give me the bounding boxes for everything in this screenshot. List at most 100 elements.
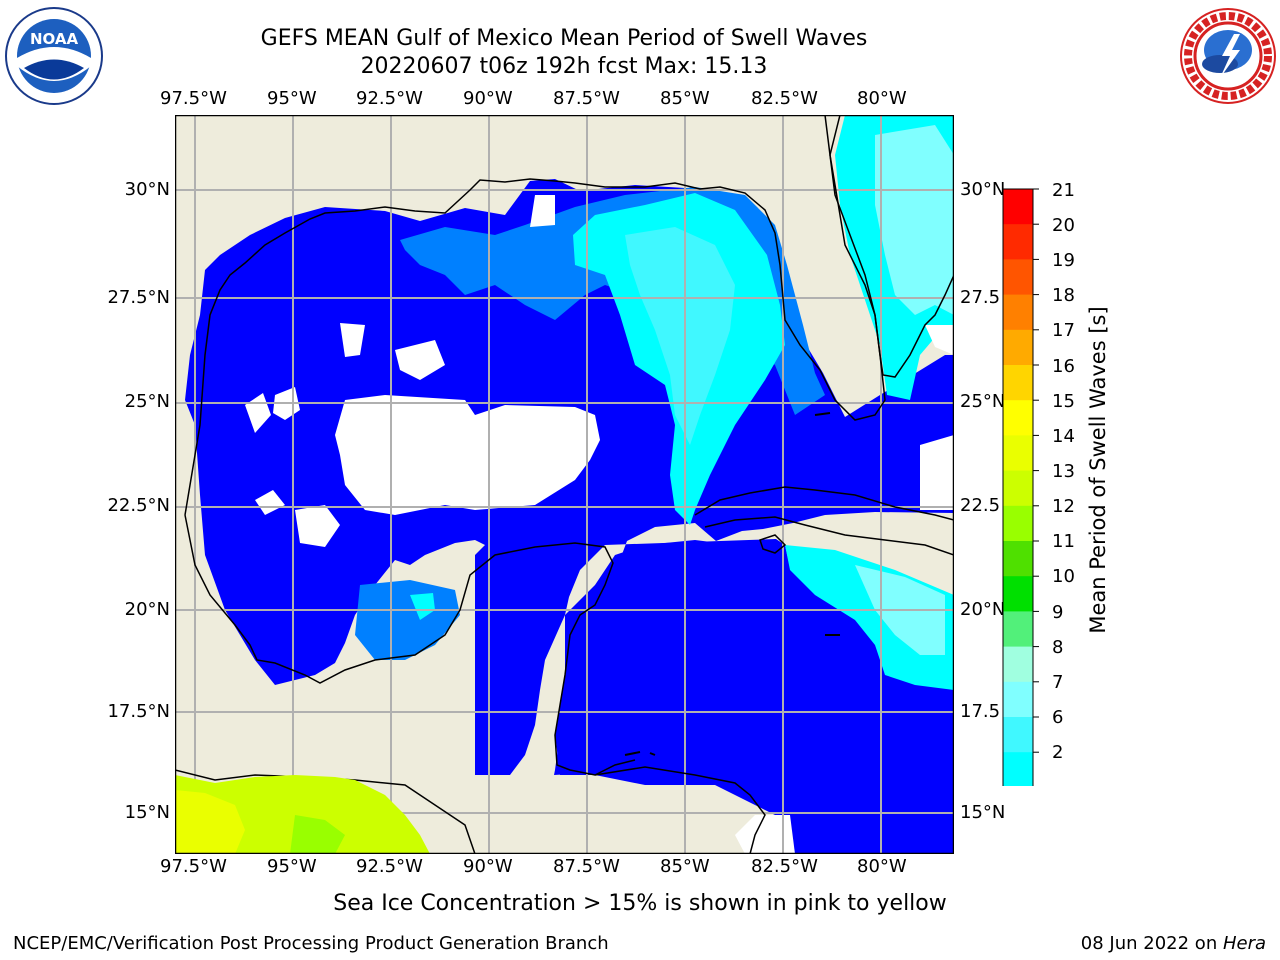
lat-label-left: 25°N bbox=[124, 391, 170, 412]
colorbar-tick: 8 bbox=[1052, 637, 1064, 658]
nws-logo bbox=[1178, 6, 1278, 110]
coastline-florida bbox=[824, 115, 954, 378]
lat-label-right: 27.5 bbox=[960, 287, 1001, 308]
chart-title: GEFS MEAN Gulf of Mexico Mean Period of … bbox=[260, 26, 868, 51]
coastline-yucatan-islands bbox=[624, 412, 840, 756]
lon-label-top: 90°W bbox=[463, 88, 513, 109]
calm-area bbox=[295, 505, 340, 547]
lon-label-top: 80°W bbox=[857, 88, 907, 109]
lon-label-bottom: 90°W bbox=[463, 856, 513, 877]
colorbar-segment bbox=[1003, 365, 1033, 401]
map-canvas bbox=[175, 115, 954, 854]
colorbar-tick: 11 bbox=[1052, 531, 1075, 552]
colorbar-tick: 7 bbox=[1052, 672, 1064, 693]
lon-label-top: 82.5°W bbox=[751, 88, 818, 109]
colorbar-segment bbox=[1003, 646, 1033, 683]
colorbar-segment bbox=[1003, 294, 1033, 331]
colorbar-segment bbox=[1003, 611, 1033, 648]
colorbar-tick: 10 bbox=[1052, 566, 1075, 587]
colorbar-segment bbox=[1003, 329, 1033, 366]
colorbar-tick: 18 bbox=[1052, 285, 1075, 306]
lon-label-bottom: 87.5°W bbox=[553, 856, 620, 877]
colorbar-segment bbox=[1003, 400, 1033, 436]
lat-label-right: 17.5 bbox=[960, 701, 1001, 722]
pacific-swell-mid bbox=[290, 815, 345, 854]
lat-label-right: 20°N bbox=[960, 599, 1006, 620]
lat-label-right: 22.5 bbox=[960, 495, 1001, 516]
colorbar-segment bbox=[1003, 505, 1033, 542]
colorbar-tick: 13 bbox=[1052, 461, 1075, 482]
colorbar-segment bbox=[1003, 259, 1033, 296]
atlantic-swell-inner bbox=[875, 125, 954, 315]
footer-credit: NCEP/EMC/Verification Post Processing Pr… bbox=[13, 933, 609, 954]
calm-area bbox=[735, 815, 795, 854]
colorbar-segment bbox=[1003, 470, 1033, 507]
lon-label-top: 92.5°W bbox=[356, 88, 423, 109]
lon-label-bottom: 85°W bbox=[660, 856, 710, 877]
lat-label-left: 22.5°N bbox=[107, 495, 170, 516]
calm-area bbox=[925, 325, 954, 355]
campeche-swell-inner bbox=[410, 593, 435, 620]
calm-area bbox=[395, 340, 445, 380]
colorbar-segment bbox=[1003, 541, 1033, 577]
colorbar-segment bbox=[1003, 576, 1033, 612]
lon-label-bottom: 82.5°W bbox=[751, 856, 818, 877]
colorbar-tick: 19 bbox=[1052, 250, 1075, 271]
colorbar-tick: 6 bbox=[1052, 707, 1064, 728]
colorbar-tick: 17 bbox=[1052, 320, 1075, 341]
coastline-gulf bbox=[184, 115, 886, 516]
colorbar-tick: 9 bbox=[1052, 602, 1064, 623]
chart-subtitle: 20220607 t06z 192h fcst Max: 15.13 bbox=[360, 54, 768, 79]
colorbar bbox=[995, 182, 1045, 852]
map-border bbox=[175, 115, 954, 854]
map-panel bbox=[175, 115, 954, 854]
map-grid bbox=[175, 115, 954, 854]
coastline-mexico bbox=[184, 514, 636, 776]
lon-label-bottom: 95°W bbox=[267, 856, 317, 877]
lat-label-left: 15°N bbox=[124, 802, 170, 823]
lon-label-top: 97.5°W bbox=[160, 88, 227, 109]
colorbar-segment bbox=[1003, 189, 1033, 225]
lon-label-top: 85°W bbox=[660, 88, 710, 109]
coastline-cuba bbox=[694, 486, 954, 556]
calm-area bbox=[340, 323, 365, 357]
pacific-swell-higher bbox=[175, 790, 245, 854]
lat-label-right: 30°N bbox=[960, 179, 1006, 200]
lat-label-left: 17.5°N bbox=[107, 701, 170, 722]
sea-ice-note: Sea Ice Concentration > 15% is shown in … bbox=[0, 891, 1280, 916]
noaa-logo: NOAA bbox=[4, 6, 104, 110]
lat-label-right: 25°N bbox=[960, 391, 1006, 412]
footer-host: Hera bbox=[1222, 933, 1266, 954]
colorbar-tick: 2 bbox=[1052, 742, 1064, 763]
calm-area bbox=[530, 195, 555, 227]
colorbar-segment bbox=[1003, 717, 1033, 753]
lat-label-left: 27.5°N bbox=[107, 287, 170, 308]
coastline-central-america bbox=[594, 766, 766, 854]
colorbar-segment bbox=[1003, 752, 1033, 788]
calm-area bbox=[255, 490, 285, 515]
colorbar-tick: 15 bbox=[1052, 391, 1075, 412]
lon-label-bottom: 80°W bbox=[857, 856, 907, 877]
lon-label-top: 87.5°W bbox=[553, 88, 620, 109]
colorbar-tick: 12 bbox=[1052, 496, 1075, 517]
calm-area bbox=[335, 395, 600, 515]
lat-label-right: 15°N bbox=[960, 802, 1006, 823]
lon-label-bottom: 92.5°W bbox=[356, 856, 423, 877]
footer-date-text: 08 Jun 2022 on bbox=[1080, 933, 1223, 954]
colorbar-tick: 14 bbox=[1052, 426, 1075, 447]
calm-area bbox=[920, 435, 954, 510]
colorbar-tick: 21 bbox=[1052, 180, 1075, 201]
sea-ice-note-text: Sea Ice Concentration > 15% is shown in … bbox=[333, 891, 947, 916]
swell-6-7s bbox=[625, 227, 735, 445]
colorbar-tick: 16 bbox=[1052, 356, 1075, 377]
lon-label-top: 95°W bbox=[267, 88, 317, 109]
lat-label-left: 20°N bbox=[124, 599, 170, 620]
colorbar-segment bbox=[1003, 224, 1033, 260]
colorbar-segment bbox=[1003, 435, 1033, 472]
footer-date: 08 Jun 2022 on Hera bbox=[1081, 933, 1266, 954]
lat-label-left: 30°N bbox=[124, 179, 170, 200]
colorbar-tick: 20 bbox=[1052, 215, 1075, 236]
noaa-logo-text: NOAA bbox=[30, 30, 79, 48]
lon-label-bottom: 97.5°W bbox=[160, 856, 227, 877]
coastline-jamaica bbox=[759, 534, 787, 554]
